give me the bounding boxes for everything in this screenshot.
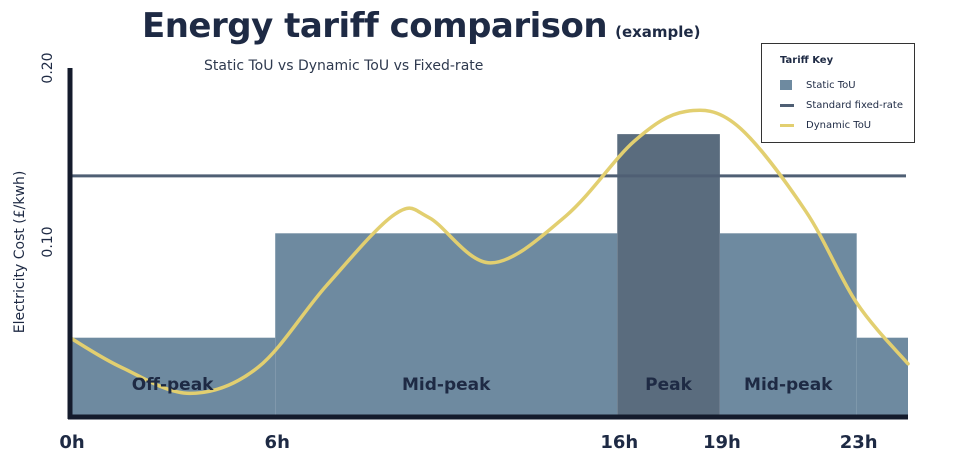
dynamic-tou-line	[68, 108, 910, 396]
chart-subtitle: Static ToU vs Dynamic ToU vs Fixed-rate	[204, 58, 484, 74]
legend-swatch-static	[780, 80, 792, 90]
y-tick-label-0: 0.10	[40, 226, 56, 257]
legend-swatch-fixed	[780, 103, 794, 107]
period-label-2: Peak	[645, 375, 692, 395]
legend-item-static-tou: Static ToU	[780, 78, 856, 92]
period-labels: Off-peak Mid-peak Peak Mid-peak	[132, 375, 833, 395]
x-tick-label-2: 16h	[600, 432, 638, 453]
chart-title-row: Energy tariff comparison (example)	[142, 6, 700, 46]
period-label-3: Mid-peak	[744, 375, 833, 395]
legend-swatch-dynamic	[780, 123, 794, 127]
legend-label-dynamic: Dynamic ToU	[806, 119, 872, 131]
legend-title: Tariff Key	[780, 55, 834, 66]
legend-label-static: Static ToU	[806, 79, 856, 91]
legend: Tariff Key Static ToU Standard fixed-rat…	[761, 43, 915, 143]
legend-item-fixed-rate: Standard fixed-rate	[780, 98, 903, 112]
chart-title: Energy tariff comparison	[142, 6, 608, 46]
static-tou-bar-4	[856, 337, 908, 416]
period-label-0: Off-peak	[132, 375, 214, 395]
legend-label-fixed: Standard fixed-rate	[806, 99, 904, 111]
chart-title-note: (example)	[615, 23, 701, 41]
period-label-1: Mid-peak	[402, 375, 491, 395]
x-tick-label-3: 19h	[703, 432, 741, 453]
y-axis-label: Electricity Cost (£/kwh)	[12, 171, 28, 334]
x-tick-label-1: 6h	[265, 432, 290, 453]
static-tou-bar-2	[617, 134, 720, 416]
y-tick-label-1: 0.20	[40, 52, 56, 83]
static-tou-bar-1	[275, 233, 618, 416]
static-tou-bar-0	[70, 337, 276, 416]
dynamic-tou-layer	[68, 108, 910, 396]
x-tick-label-0: 0h	[59, 432, 84, 453]
legend-item-dynamic-tou: Dynamic ToU	[780, 118, 871, 132]
axes	[67, 68, 908, 420]
x-tick-label-4: 23h	[840, 432, 878, 453]
tick-labels: 0.10 0.20 Electricity Cost (£/kwh) 0h 6h 16h 1…	[12, 52, 878, 453]
